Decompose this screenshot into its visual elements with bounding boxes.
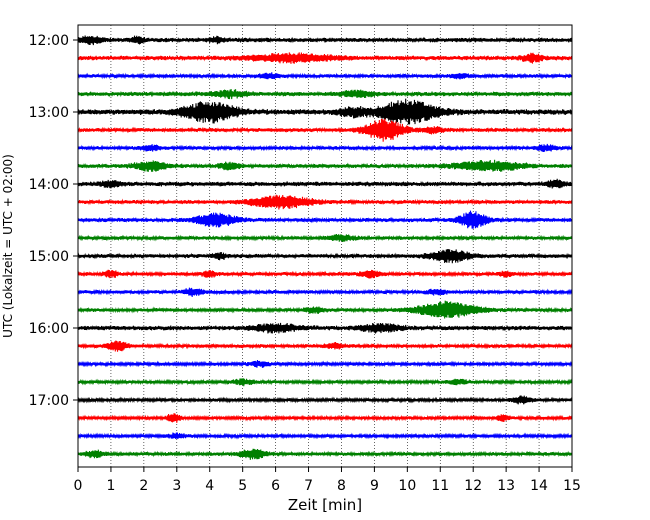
- trace-1515: [77, 269, 573, 279]
- trace-1645: [77, 378, 573, 387]
- x-tick-label-7: 7: [304, 478, 313, 494]
- x-tick-label-11: 11: [431, 478, 449, 494]
- trace-rows: [77, 35, 573, 460]
- y-axis-ticks: 12:00 13:00 14:00 15:00 16:00 17:00: [29, 33, 78, 409]
- trace-1715: [77, 413, 573, 423]
- plot-frame: [77, 24, 573, 468]
- trace-1400: [77, 178, 573, 189]
- x-tick-label-12: 12: [464, 478, 482, 494]
- y-tick-label-4: 16:00: [29, 321, 69, 337]
- x-tick-label-15: 15: [563, 478, 581, 494]
- x-tick-label-8: 8: [337, 478, 346, 494]
- x-tick-label-9: 9: [370, 478, 379, 494]
- trace-1615: [77, 340, 573, 352]
- x-tick-label-4: 4: [205, 478, 214, 494]
- x-tick-label-5: 5: [238, 478, 247, 494]
- x-tick-label-6: 6: [271, 478, 280, 494]
- x-tick-label-0: 0: [74, 478, 83, 494]
- trace-1415: [77, 194, 573, 210]
- trace-1545: [77, 300, 573, 319]
- x-tick-label-3: 3: [172, 478, 181, 494]
- x-axis-ticks: 0 1 2 3 4 5 6 7 8 9 10 11 12 13 14 15: [74, 467, 581, 494]
- y-tick-label-0: 12:00: [29, 33, 69, 49]
- x-tick-label-14: 14: [530, 478, 548, 494]
- trace-1245: [77, 89, 573, 100]
- trace-1345: [77, 159, 573, 172]
- y-tick-label-2: 14:00: [29, 177, 69, 193]
- trace-1530: [77, 287, 573, 297]
- y-tick-label-1: 13:00: [29, 105, 69, 121]
- x-tick-label-10: 10: [398, 478, 416, 494]
- trace-1630: [77, 359, 573, 368]
- x-axis-label: Zeit [min]: [288, 496, 362, 514]
- trace-1300: [77, 98, 573, 125]
- trace-1200: [77, 35, 573, 46]
- trace-1330: [77, 143, 573, 152]
- trace-1600: [77, 322, 573, 334]
- y-tick-label-5: 17:00: [29, 393, 69, 409]
- y-tick-label-3: 15:00: [29, 249, 69, 265]
- trace-1430: [77, 210, 573, 229]
- trace-1215: [77, 52, 573, 64]
- trace-1230: [77, 72, 573, 80]
- trace-1445: [77, 233, 573, 243]
- x-tick-label-13: 13: [497, 478, 515, 494]
- y-axis-label: UTC (Lokalzeit = UTC + 02:00): [1, 154, 15, 338]
- trace-1730: [77, 432, 573, 440]
- x-tick-label-1: 1: [106, 478, 115, 494]
- trace-1745: [77, 448, 573, 460]
- trace-1500: [77, 249, 573, 264]
- trace-1700: [77, 395, 573, 405]
- trace-1315: [77, 118, 573, 142]
- x-tick-label-2: 2: [139, 478, 148, 494]
